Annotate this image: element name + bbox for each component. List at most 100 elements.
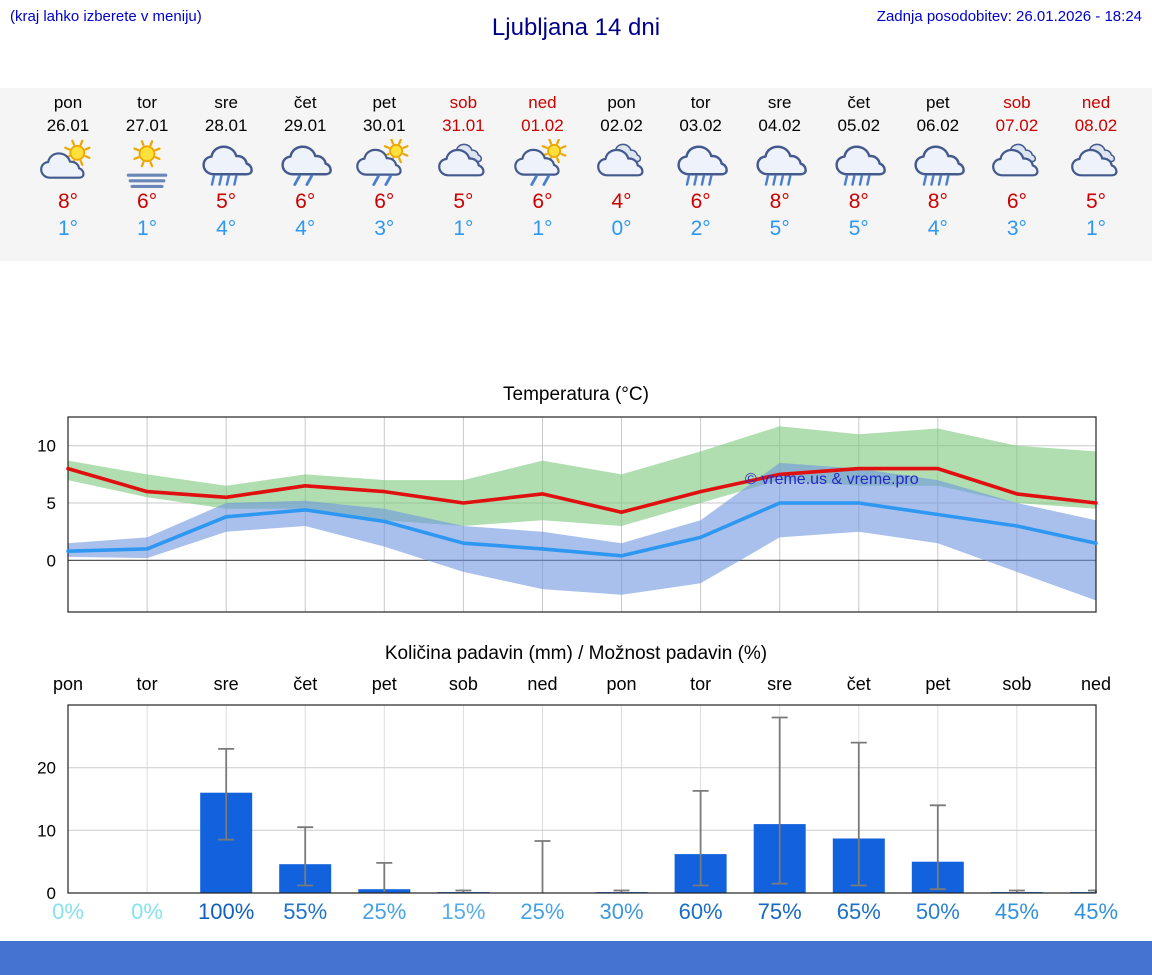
precip-day-label: tor — [690, 674, 712, 694]
y-tick-label: 0 — [47, 884, 56, 900]
day-icon-wrap — [816, 139, 902, 189]
precip-day-label: čet — [846, 674, 871, 694]
forecast-day-column[interactable]: pet 06.02 8° 4° — [895, 88, 981, 261]
precip-probability: 0% — [131, 899, 163, 924]
day-icon-wrap — [341, 139, 427, 189]
low-temp: 5° — [848, 217, 869, 240]
high-temp: 8° — [927, 190, 948, 213]
day-icon-wrap — [104, 139, 190, 189]
day-name: pet — [372, 93, 397, 112]
high-temp: 4° — [611, 190, 632, 213]
day-name: pon — [607, 93, 636, 112]
menu-hint: (kraj lahko izberete v meniju) — [10, 8, 202, 25]
precip-day-label: sob — [1002, 674, 1032, 694]
precip-day-label: sob — [448, 674, 478, 694]
precip-probability: 15% — [441, 899, 486, 924]
y-tick-label: 5 — [47, 494, 56, 513]
temperature-chart-title: Temperatura (°C) — [503, 384, 649, 405]
day-date: 31.01 — [442, 116, 485, 135]
y-tick-label: 10 — [37, 437, 56, 456]
forecast-day-column[interactable]: tor 03.02 6° 2° — [658, 88, 744, 261]
forecast-day-column[interactable]: pet 30.01 6° 3° — [341, 88, 427, 261]
high-temp: 8° — [57, 190, 79, 213]
day-date: 03.02 — [679, 116, 722, 135]
day-name: tor — [137, 93, 157, 112]
precip-day-label: pet — [371, 674, 397, 694]
forecast-day-column[interactable]: sob 31.01 5° 1° — [420, 88, 506, 261]
day-icon-wrap — [1053, 139, 1139, 189]
forecast-day-column[interactable]: sre 04.02 8° 5° — [737, 88, 823, 261]
forecast-day-column[interactable]: pon 02.02 4° 0° — [579, 88, 665, 261]
precip-day-label: pon — [52, 674, 84, 694]
precip-probability: 55% — [283, 899, 328, 924]
day-name: tor — [690, 93, 711, 112]
precip-day-label: ned — [1080, 674, 1112, 694]
precip-probability: 100% — [198, 899, 255, 924]
precip-probability: 50% — [915, 899, 960, 924]
precip-probability: 45% — [1073, 899, 1119, 924]
day-icon-wrap — [183, 139, 269, 189]
precip-day-label: ned — [527, 674, 558, 694]
day-name: čet — [847, 93, 871, 112]
sun-cloud-icon — [40, 139, 91, 179]
day-date: 30.01 — [363, 116, 406, 135]
low-temp: 4° — [216, 217, 237, 240]
low-temp: 1° — [57, 217, 79, 240]
day-date: 28.01 — [204, 116, 248, 135]
high-temp: 8° — [769, 190, 790, 213]
showers-icon — [281, 145, 333, 186]
day-icon-wrap — [25, 139, 111, 189]
low-temp: 5° — [769, 217, 790, 240]
low-temp: 0° — [611, 217, 632, 240]
high-temp: 5° — [453, 190, 474, 213]
low-temp: 1° — [532, 217, 553, 240]
day-date: 04.02 — [758, 116, 801, 135]
cloudy-icon — [438, 143, 485, 177]
forecast-day-column[interactable]: sre 28.01 5° 4° — [183, 88, 269, 261]
day-icon-wrap — [262, 139, 348, 189]
cloudy-icon — [596, 143, 644, 177]
day-name: sre — [767, 93, 792, 112]
page-title: Ljubljana 14 dni — [491, 14, 661, 41]
day-name: sob — [449, 93, 478, 112]
low-temp: 1° — [1085, 217, 1107, 240]
y-tick-label: 10 — [37, 821, 56, 840]
high-temp: 6° — [137, 190, 158, 213]
forecast-day-column[interactable]: ned 01.02 6° 1° — [499, 88, 585, 261]
watermark: © vreme.us & vreme.pro — [745, 471, 919, 488]
rain-icon — [835, 145, 886, 186]
day-date: 26.01 — [46, 116, 90, 135]
low-temp: 1° — [453, 217, 474, 240]
forecast-day-column[interactable]: tor 27.01 6° 1° — [104, 88, 190, 261]
precip-day-labels: pon tor sre čet pet sob ned pon tor sre čet pet sob n… — [0, 674, 1152, 696]
y-tick-label: 20 — [37, 759, 56, 778]
sun-showers-icon — [356, 139, 409, 186]
precip-chart-title: Količina padavin (mm) / Možnost padavin … — [384, 643, 768, 664]
max-range-band — [68, 426, 1096, 526]
low-temp: 4° — [295, 217, 316, 240]
day-date: 01.02 — [521, 116, 564, 135]
forecast-strip: pon 26.01 8° 1° tor 27.01 6° 1° sre 28.01 5° 4° čet 2… — [0, 88, 1152, 261]
high-temp: 5° — [216, 190, 237, 213]
high-temp: 6° — [374, 190, 395, 213]
cloudy-icon — [992, 143, 1039, 177]
low-temp: 1° — [137, 217, 158, 240]
high-temp: 6° — [295, 190, 316, 213]
cloudy-icon — [1071, 143, 1118, 177]
footer-bar — [0, 941, 1152, 975]
forecast-day-column[interactable]: pon 26.01 8° 1° — [25, 88, 111, 261]
plot-border — [67, 704, 1097, 894]
forecast-day-column[interactable]: čet 29.01 6° 4° — [262, 88, 348, 261]
min-range-band — [68, 462, 1096, 601]
low-temp: 2° — [690, 217, 711, 240]
rain-icon — [914, 145, 965, 186]
sun-fog-icon — [126, 140, 168, 188]
precip-day-label: sre — [213, 674, 239, 694]
precip-probability: 75% — [757, 899, 802, 924]
forecast-day-column[interactable]: čet 05.02 8° 5° — [816, 88, 902, 261]
forecast-day-column[interactable]: sob 07.02 6° 3° — [974, 88, 1060, 261]
day-icon-wrap — [579, 139, 665, 189]
day-name: ned — [528, 93, 557, 112]
forecast-day-column[interactable]: ned 08.02 5° 1° — [1053, 88, 1139, 261]
day-date: 27.01 — [125, 116, 169, 135]
